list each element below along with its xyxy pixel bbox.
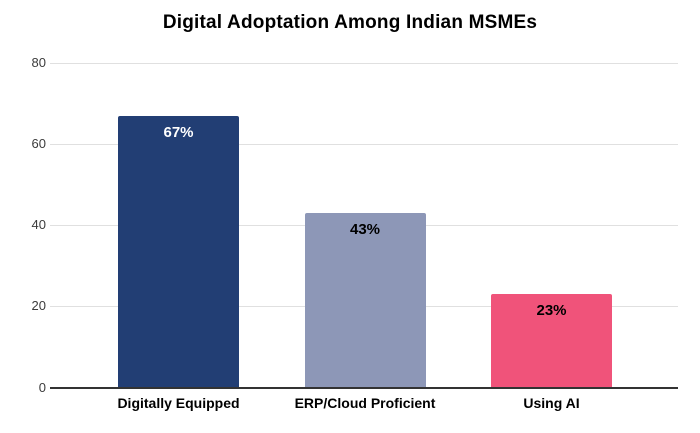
x-category-label: Digitally Equipped xyxy=(117,395,240,411)
gridline xyxy=(50,63,678,64)
gridline xyxy=(50,144,678,146)
bar-value-label: 43% xyxy=(349,221,381,239)
y-tick-label: 60 xyxy=(31,136,46,152)
y-tick-label: 0 xyxy=(38,379,46,395)
bar-value-label: 23% xyxy=(536,302,567,320)
bar-erp-cloud-proficient: 43% xyxy=(304,213,426,388)
x-axis-baseline xyxy=(50,386,678,389)
bar-digitally-equipped: 67% xyxy=(118,115,239,388)
y-tick-label: 40 xyxy=(31,217,46,233)
bar-value-label: 67% xyxy=(163,123,194,141)
x-category-label: Using AI xyxy=(523,395,580,411)
chart-title: Digital Adoptation Among Indian MSMEs xyxy=(162,12,538,33)
y-tick-label: 80 xyxy=(31,55,46,70)
x-category-label: ERP/Cloud Proficient xyxy=(294,395,436,411)
bar-using-ai: 23% xyxy=(491,294,612,388)
y-tick-label: 20 xyxy=(31,298,46,314)
